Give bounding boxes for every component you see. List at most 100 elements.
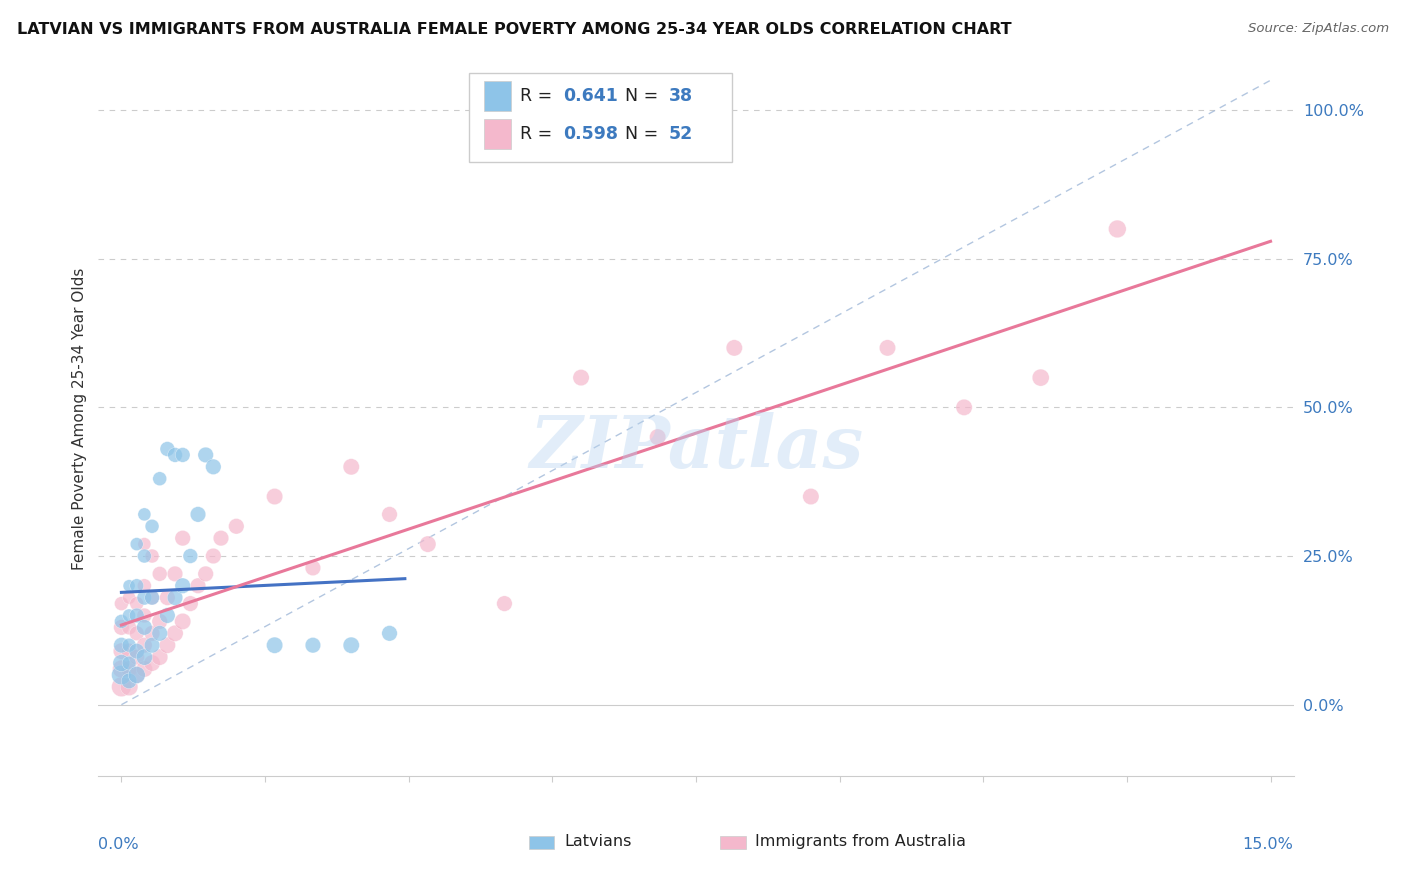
Text: Latvians: Latvians: [564, 834, 631, 849]
Point: [118, 680, 141, 694]
Point: [172, 531, 194, 545]
Text: ZIPatlas: ZIPatlas: [529, 412, 863, 483]
Point: [163, 626, 186, 640]
Point: [172, 448, 194, 462]
Point: [416, 537, 439, 551]
Point: [149, 626, 172, 640]
Text: N =: N =: [626, 125, 664, 143]
Point: [723, 341, 745, 355]
Point: [163, 591, 186, 605]
Point: [125, 579, 148, 593]
Point: [194, 566, 217, 581]
Point: [118, 591, 141, 605]
Text: 38: 38: [668, 87, 693, 105]
Point: [110, 638, 132, 652]
Point: [134, 591, 156, 605]
Point: [172, 579, 194, 593]
Point: [125, 597, 148, 611]
Point: [340, 459, 363, 474]
Text: 0.598: 0.598: [564, 125, 619, 143]
Point: [134, 549, 156, 563]
Point: [494, 597, 516, 611]
Point: [125, 644, 148, 658]
Point: [187, 579, 209, 593]
Bar: [720, 836, 745, 849]
Point: [125, 668, 148, 682]
Point: [163, 448, 186, 462]
Point: [110, 680, 132, 694]
Text: 0.641: 0.641: [564, 87, 619, 105]
Text: Immigrants from Australia: Immigrants from Australia: [755, 834, 966, 849]
Point: [149, 615, 172, 629]
Point: [302, 561, 325, 575]
Point: [141, 519, 163, 533]
Point: [1107, 222, 1129, 236]
Point: [202, 549, 225, 563]
Point: [172, 615, 194, 629]
Point: [110, 662, 132, 676]
Point: [179, 597, 201, 611]
Point: [134, 608, 156, 623]
Point: [953, 401, 976, 415]
Point: [141, 591, 163, 605]
Point: [378, 508, 401, 522]
Point: [156, 608, 179, 623]
Point: [141, 591, 163, 605]
Bar: [485, 119, 510, 149]
Point: [134, 638, 156, 652]
Point: [134, 508, 156, 522]
Point: [141, 638, 163, 652]
Point: [156, 442, 179, 456]
Point: [149, 472, 172, 486]
Point: [125, 537, 148, 551]
Point: [149, 650, 172, 665]
Point: [225, 519, 247, 533]
Point: [110, 620, 132, 634]
Text: 15.0%: 15.0%: [1243, 837, 1294, 852]
Point: [378, 626, 401, 640]
Point: [118, 662, 141, 676]
Bar: [485, 81, 510, 112]
Point: [134, 537, 156, 551]
Point: [118, 608, 141, 623]
Point: [125, 608, 148, 623]
Point: [118, 620, 141, 634]
Point: [141, 549, 163, 563]
Point: [263, 638, 285, 652]
Point: [156, 638, 179, 652]
Point: [163, 566, 186, 581]
Point: [110, 597, 132, 611]
Point: [876, 341, 898, 355]
Point: [202, 459, 225, 474]
Point: [118, 644, 141, 658]
Text: R =: R =: [520, 125, 558, 143]
Text: 0.0%: 0.0%: [98, 837, 139, 852]
Point: [118, 673, 141, 688]
Point: [134, 579, 156, 593]
Point: [340, 638, 363, 652]
Point: [110, 668, 132, 682]
Point: [125, 650, 148, 665]
Point: [149, 566, 172, 581]
Text: R =: R =: [520, 87, 558, 105]
Point: [647, 430, 669, 444]
Point: [134, 650, 156, 665]
Bar: [529, 836, 554, 849]
Point: [800, 490, 823, 504]
Point: [141, 656, 163, 670]
Text: Source: ZipAtlas.com: Source: ZipAtlas.com: [1249, 22, 1389, 36]
Point: [179, 549, 201, 563]
Point: [110, 615, 132, 629]
Point: [209, 531, 232, 545]
Point: [118, 656, 141, 670]
Point: [125, 626, 148, 640]
Point: [110, 644, 132, 658]
Point: [156, 591, 179, 605]
Point: [141, 626, 163, 640]
Point: [187, 508, 209, 522]
Point: [134, 620, 156, 634]
Y-axis label: Female Poverty Among 25-34 Year Olds: Female Poverty Among 25-34 Year Olds: [72, 268, 87, 570]
Text: N =: N =: [626, 87, 664, 105]
Text: LATVIAN VS IMMIGRANTS FROM AUSTRALIA FEMALE POVERTY AMONG 25-34 YEAR OLDS CORREL: LATVIAN VS IMMIGRANTS FROM AUSTRALIA FEM…: [17, 22, 1011, 37]
Point: [569, 370, 592, 384]
